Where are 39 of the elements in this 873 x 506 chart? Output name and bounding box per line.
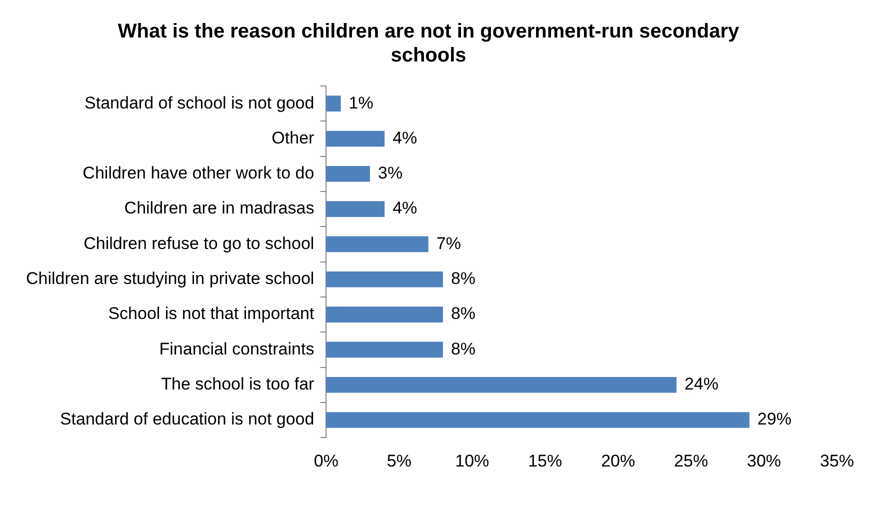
bar (326, 96, 341, 112)
data-label: 3% (378, 164, 403, 183)
data-label: 8% (450, 304, 476, 324)
bar (326, 236, 428, 252)
y-tick-label: Children refuse to go to school (84, 234, 314, 253)
x-tick-label: 10% (455, 451, 490, 470)
chart-title: What is the reason children are not in government-run secondary schools (118, 20, 740, 67)
y-tick-label: Financial constraints (159, 339, 314, 358)
x-tick-label: 25% (674, 451, 708, 470)
x-tick-label: 35% (820, 451, 854, 470)
bar (326, 166, 370, 182)
data-label: 24% (684, 374, 718, 394)
x-tick-label: 5% (386, 451, 412, 470)
bar (326, 412, 750, 428)
y-tick-label: Standard of education is not good (60, 410, 314, 429)
data-label: 4% (392, 128, 418, 148)
data-label: 8% (450, 339, 476, 358)
x-tick-label: 20% (601, 451, 636, 470)
y-tick-label: The school is too far (161, 374, 315, 394)
bar (326, 376, 676, 393)
data-label: 4% (392, 198, 418, 218)
bar (326, 130, 385, 147)
y-tick-label: Children are in madrasas (124, 198, 314, 218)
data-label: 29% (757, 410, 792, 429)
y-tick-label: Children are studying in private school (26, 269, 314, 288)
data-label: 1% (348, 93, 374, 112)
y-tick-label: Standard of school is not good (84, 93, 314, 112)
bar (326, 342, 443, 358)
bar (326, 201, 385, 217)
x-tick-label: 15% (528, 451, 562, 470)
bar (326, 271, 443, 288)
data-label: 8% (450, 269, 476, 288)
x-tick-label: 0% (314, 451, 338, 470)
y-tick-label: School is not that important (108, 304, 314, 324)
bar (326, 306, 443, 322)
x-tick-label: 30% (747, 451, 782, 470)
data-label: 7% (436, 234, 461, 253)
y-tick-label: Children have other work to do (82, 164, 314, 183)
y-tick-label: Other (272, 128, 315, 148)
